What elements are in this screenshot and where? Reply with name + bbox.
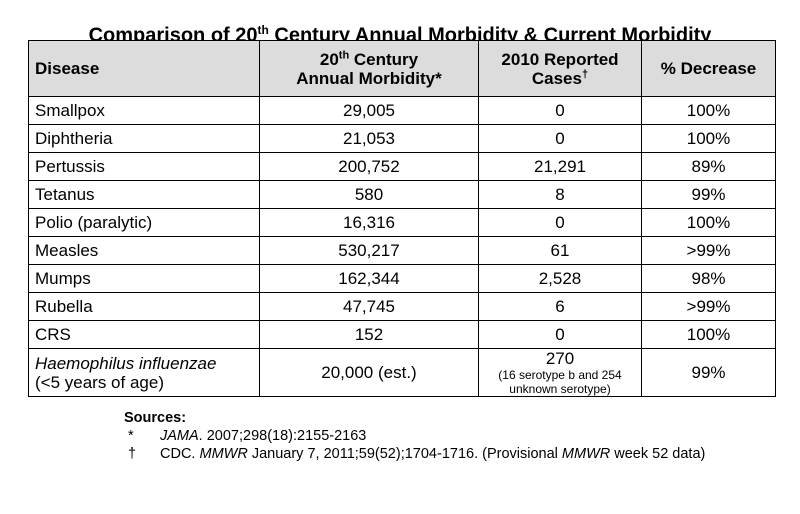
cell-decrease: 100%	[641, 96, 776, 125]
cell-decrease: 99%	[641, 348, 776, 397]
morbidity-table: Disease 20th Century Annual Morbidity* 2…	[28, 40, 776, 397]
source-mark: †	[128, 446, 137, 462]
header-reported-line2: Cases	[531, 68, 582, 88]
sources: Sources: * JAMA. 2007;298(18):2155-2163 †…	[124, 409, 780, 463]
table-row: Rubella 47,745 6 >99%	[28, 292, 776, 321]
header-percent-decrease: % Decrease	[641, 40, 776, 97]
header-reported-line1: 2010 Reported	[501, 49, 619, 69]
cell-annual: 530,217	[259, 236, 479, 265]
title-sup: th	[257, 23, 269, 37]
cell-decrease: 100%	[641, 320, 776, 349]
table-row: Smallpox 29,005 0 100%	[28, 96, 776, 125]
table-row: Measles 530,217 61 >99%	[28, 236, 776, 265]
cell-reported: 0	[478, 208, 642, 237]
cell-disease: Smallpox	[28, 96, 260, 125]
cell-reported: 270 (16 serotype b and 254 unknown serot…	[478, 348, 642, 397]
source-mark: *	[128, 428, 134, 444]
table-row: Diphtheria 21,053 0 100%	[28, 124, 776, 153]
source-journal: MMWR	[199, 446, 248, 462]
table-row: Polio (paralytic) 16,316 0 100%	[28, 208, 776, 237]
cell-disease: Measles	[28, 236, 260, 265]
cell-reported: 0	[478, 96, 642, 125]
cell-disease: Pertussis	[28, 152, 260, 181]
header-annual-line1-sup: th	[338, 48, 350, 61]
table-row-haemophilus: Haemophilus influenzae (<5 years of age)…	[28, 348, 776, 397]
cell-disease: Diphtheria	[28, 124, 260, 153]
header-annual-line2: Annual Morbidity*	[296, 68, 442, 88]
cell-annual: 16,316	[259, 208, 479, 237]
cell-annual: 200,752	[259, 152, 479, 181]
cell-disease: Polio (paralytic)	[28, 208, 260, 237]
cell-decrease: 100%	[641, 124, 776, 153]
table-row: CRS 152 0 100%	[28, 320, 776, 349]
source-citation: . 2007;298(18):2155-2163	[198, 428, 367, 444]
cell-annual: 20,000 (est.)	[259, 348, 479, 397]
cell-annual: 152	[259, 320, 479, 349]
cell-annual: 47,745	[259, 292, 479, 321]
cell-decrease: 89%	[641, 152, 776, 181]
header-reported-mark: †	[581, 67, 589, 80]
source-journal: JAMA	[160, 428, 199, 444]
cell-decrease: >99%	[641, 292, 776, 321]
source-item-jama: * JAMA. 2007;298(18):2155-2163	[124, 427, 780, 445]
source-journal-2: MMWR	[561, 446, 611, 462]
table-body: Smallpox 29,005 0 100% Diphtheria 21,053 0 100%…	[28, 96, 776, 397]
cell-reported: 61	[478, 236, 642, 265]
sources-heading: Sources:	[124, 410, 187, 426]
cell-disease-italic: Haemophilus influenzae	[35, 353, 217, 373]
cell-reported: 21,291	[478, 152, 642, 181]
header-reported-cases: 2010 Reported Cases†	[478, 40, 642, 97]
cell-decrease: 100%	[641, 208, 776, 237]
cell-disease: CRS	[28, 320, 260, 349]
cell-disease: Tetanus	[28, 180, 260, 209]
cell-disease: Haemophilus influenzae (<5 years of age)	[28, 348, 260, 397]
cell-reported-note-line2: unknown serotype)	[509, 382, 611, 396]
source-citation: January 7, 2011;59(52);1704-1716. (Provi…	[247, 446, 562, 462]
cell-decrease: 98%	[641, 264, 776, 293]
cell-disease: Mumps	[28, 264, 260, 293]
cell-annual: 21,053	[259, 124, 479, 153]
cell-annual: 162,344	[259, 264, 479, 293]
cell-reported: 2,528	[478, 264, 642, 293]
source-suffix: week 52 data)	[610, 446, 706, 462]
cell-reported-note-line1: (16 serotype b and 254	[498, 368, 622, 382]
table-header-row: Disease 20th Century Annual Morbidity* 2…	[28, 40, 776, 97]
cell-disease: Rubella	[28, 292, 260, 321]
table-row: Pertussis 200,752 21,291 89%	[28, 152, 776, 181]
source-item-cdc: † CDC. MMWR January 7, 2011;59(52);1704-1…	[124, 445, 780, 463]
header-annual-morbidity: 20th Century Annual Morbidity*	[259, 40, 479, 97]
cell-annual: 580	[259, 180, 479, 209]
cell-reported: 0	[478, 124, 642, 153]
cell-reported: 0	[478, 320, 642, 349]
header-disease: Disease	[28, 40, 260, 97]
header-annual-line1-prefix: 20	[319, 49, 339, 69]
cell-decrease: >99%	[641, 236, 776, 265]
cell-reported-value: 270	[545, 349, 575, 368]
source-prefix: CDC.	[160, 446, 200, 462]
cell-decrease: 99%	[641, 180, 776, 209]
cell-disease-line2: (<5 years of age)	[35, 372, 164, 392]
cell-annual: 29,005	[259, 96, 479, 125]
table-row: Tetanus 580 8 99%	[28, 180, 776, 209]
table-row: Mumps 162,344 2,528 98%	[28, 264, 776, 293]
cell-reported: 6	[478, 292, 642, 321]
cell-reported: 8	[478, 180, 642, 209]
header-annual-line1-suffix: Century	[349, 49, 419, 69]
